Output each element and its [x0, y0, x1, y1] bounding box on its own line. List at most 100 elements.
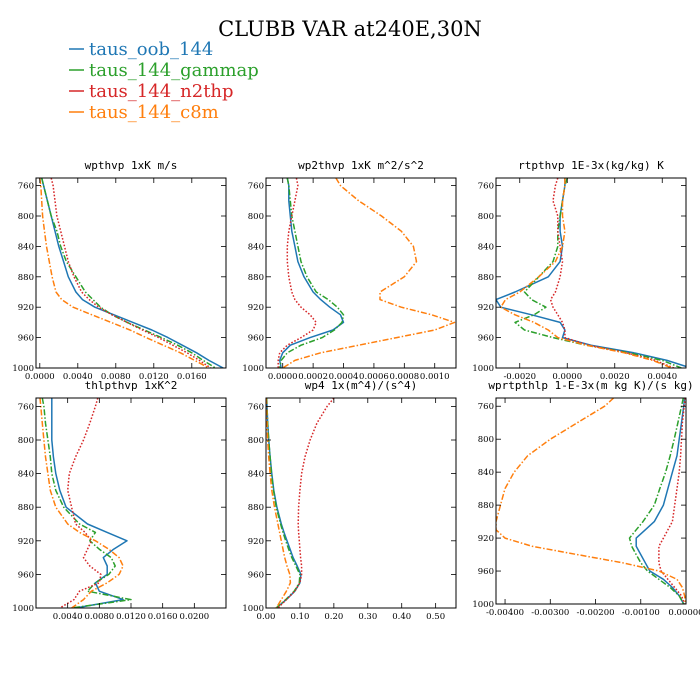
- x-tick-label: -0.00200: [577, 608, 615, 618]
- plot-frame: [495, 177, 687, 369]
- x-tick-label: 0.0000: [268, 372, 298, 382]
- x-tick-label: 0.40: [392, 612, 411, 622]
- legend-label: taus_oob_144: [89, 39, 213, 60]
- x-tick-label: 0.0006: [359, 372, 389, 382]
- y-tick-label: 800: [18, 212, 34, 222]
- legend-entry: taus_oob_144: [69, 39, 213, 60]
- series-group: [39, 398, 132, 608]
- chart-panel: wprtpthlp 1-E-3x(m kg K)/(s kg) 760 800 840…: [472, 379, 700, 618]
- series-line-taus_144_c8m: [266, 398, 292, 608]
- series-line-taus_oob_144: [496, 178, 686, 368]
- chart-panel: wp2thvp 1xK m^2/s^2 760 800 840 880 920 960 100…: [242, 159, 457, 382]
- y-tick-label: 800: [478, 212, 494, 222]
- plot-frame: [495, 397, 687, 605]
- panels: wpthvp 1xK m/s76080084088092096010000.00…: [12, 159, 700, 622]
- panel-title: thlpthvp 1xK^2: [85, 379, 178, 392]
- panel-title: wp2thvp 1xK m^2/s^2: [298, 159, 424, 172]
- x-tick-label: -0.00300: [531, 608, 569, 618]
- x-tick-label: 0.0004: [329, 372, 359, 382]
- x-tick-label: 0.0080: [101, 372, 131, 382]
- y-tick-label: 840: [478, 468, 494, 478]
- y-tick-label: 960: [18, 334, 34, 344]
- x-tick-label: 0.0040: [63, 372, 93, 382]
- y-tick-label: 760: [478, 182, 494, 192]
- y-tick-label: 920: [248, 303, 264, 313]
- y-tick-label: 920: [18, 537, 34, 547]
- y-tick-label: 760: [18, 402, 34, 412]
- series-line-taus_144_c8m: [500, 178, 673, 368]
- series-line-taus_oob_144: [40, 178, 224, 368]
- y-tick-label: 840: [248, 242, 264, 252]
- x-tick-label: 0.0000: [552, 372, 582, 382]
- x-tick-label: -0.0020: [503, 372, 536, 382]
- y-tick-label: 960: [18, 570, 34, 580]
- y-tick-label: 960: [248, 570, 264, 580]
- x-tick-label: 0.10: [290, 612, 309, 622]
- x-tick-label: 0.00: [257, 612, 276, 622]
- legend-entry: taus_144_c8m: [69, 102, 219, 123]
- x-tick-label: 0.20: [324, 612, 343, 622]
- legend-label: taus_144_c8m: [89, 102, 219, 123]
- plot-frame: [265, 177, 457, 369]
- x-tick-label: 0.0160: [177, 372, 207, 382]
- x-tick-label: -0.00100: [622, 608, 660, 618]
- series-line-taus_144_n2thp: [50, 178, 212, 368]
- panel-title: wpthvp 1xK m/s: [85, 159, 178, 172]
- y-tick-label: 960: [248, 334, 264, 344]
- y-tick-label: 920: [478, 534, 494, 544]
- y-tick-label: 880: [248, 503, 264, 513]
- series-line-taus_144_n2thp: [277, 398, 335, 608]
- y-tick-label: 920: [478, 303, 494, 313]
- x-tick-label: 0.0010: [420, 372, 450, 382]
- series-line-taus_144_c8m: [282, 178, 456, 368]
- series-line-taus_144_c8m: [496, 398, 686, 604]
- series-line-taus_144_gammap: [514, 178, 682, 368]
- x-tick-label: 0.0002: [298, 372, 328, 382]
- y-tick-label: 1000: [472, 600, 494, 610]
- series-line-taus_oob_144: [635, 398, 686, 604]
- series-line-taus_oob_144: [266, 398, 302, 608]
- y-tick-label: 800: [248, 212, 264, 222]
- y-tick-label: 800: [248, 436, 264, 446]
- legend-label: taus_144_gammap: [89, 60, 259, 81]
- legend-label: taus_144_n2thp: [89, 81, 234, 102]
- series-line-taus_144_gammap: [40, 178, 216, 368]
- y-tick-label: 800: [18, 436, 34, 446]
- x-tick-label: 0.0120: [139, 372, 169, 382]
- chart-panel: thlpthvp 1xK^2 760 800 840 880 920 960 1000 0.00…: [12, 379, 227, 622]
- legend-entry: taus_144_n2thp: [69, 81, 234, 102]
- y-tick-label: 960: [478, 567, 494, 577]
- chart-panel: wp4 1x(m^4)/(s^4)76080084088092096010000…: [242, 379, 457, 622]
- y-tick-label: 1000: [472, 364, 494, 374]
- figure-title: CLUBB VAR at240E,30N: [218, 17, 482, 41]
- series-line-taus_oob_144: [51, 398, 128, 608]
- x-tick-label: 0.30: [358, 612, 377, 622]
- x-tick-label: 0.0160: [148, 612, 178, 622]
- panel-title: wprtpthlp 1-E-3x(m kg K)/(s kg): [488, 379, 693, 392]
- plot-frame: [35, 177, 227, 369]
- series-group: [277, 178, 456, 368]
- series-group: [496, 178, 686, 368]
- y-tick-label: 760: [248, 182, 264, 192]
- x-tick-label: 0.0008: [389, 372, 419, 382]
- series-line-taus_144_n2thp: [277, 178, 317, 368]
- chart-panel: wpthvp 1xK m/s76080084088092096010000.00…: [12, 159, 227, 382]
- series-line-taus_144_gammap: [41, 398, 132, 608]
- y-tick-label: 840: [478, 242, 494, 252]
- y-tick-label: 1000: [242, 604, 264, 614]
- x-tick-label: 0.0200: [179, 612, 209, 622]
- x-tick-label: 0.0020: [600, 372, 630, 382]
- y-tick-label: 880: [478, 273, 494, 283]
- x-tick-label: 0.0000: [25, 372, 55, 382]
- y-tick-label: 760: [18, 182, 34, 192]
- y-tick-label: 840: [18, 470, 34, 480]
- y-tick-label: 880: [18, 273, 34, 283]
- y-tick-label: 880: [248, 273, 264, 283]
- x-tick-label: 0.50: [426, 612, 445, 622]
- y-tick-label: 760: [478, 402, 494, 412]
- y-tick-label: 920: [248, 537, 264, 547]
- x-tick-label: 0.0120: [116, 612, 146, 622]
- y-tick-label: 800: [478, 435, 494, 445]
